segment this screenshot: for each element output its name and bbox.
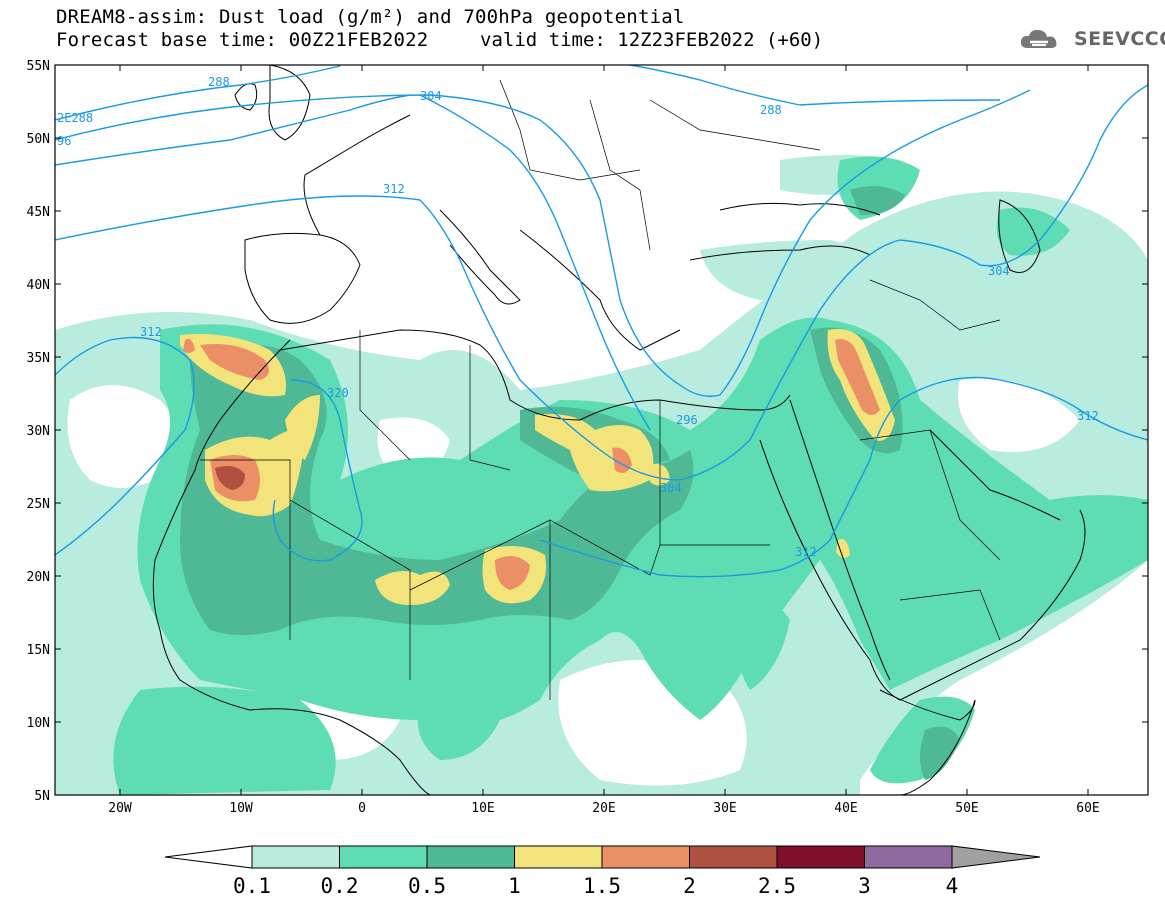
colorbar-under-triangle <box>164 845 253 869</box>
lon-label: 60E <box>1076 801 1099 816</box>
latitude-axis: 55N 50N 45N 40N 35N 30N 25N 20N 15N 10N 5N <box>27 59 1148 804</box>
contour-label: 288 <box>208 75 230 89</box>
colorbar-swatch <box>776 845 865 869</box>
lat-label: 5N <box>34 789 50 804</box>
lat-label: 45N <box>27 205 50 220</box>
colorbar-tick-label: 0.2 <box>321 874 359 898</box>
contour-label: 312 <box>795 545 817 559</box>
colorbar-over-triangle <box>951 845 1041 869</box>
forecast-base-time: Forecast base time: 00Z21FEB2022 <box>56 29 429 51</box>
contour-label: 2E288 <box>57 111 93 125</box>
colorbar-tick-label: 3 <box>858 874 871 898</box>
colorbar-tick-label: 0.5 <box>408 874 446 898</box>
contour-label: 304 <box>420 89 442 103</box>
colorbar-swatch <box>251 845 340 869</box>
seevccc-logo: SEEVCCC <box>1018 26 1165 52</box>
lat-label: 10N <box>27 716 50 731</box>
cloud-logo-icon <box>1020 29 1057 48</box>
colorbar-swatch <box>426 845 515 869</box>
lat-label: 15N <box>27 643 50 658</box>
dust-level-2 <box>215 466 245 490</box>
contour-label: 312 <box>140 325 162 339</box>
colorbar-tick-label: 2 <box>683 874 696 898</box>
colorbar-tick-label: 4 <box>946 874 959 898</box>
lat-label: 30N <box>27 424 50 439</box>
lon-label: 40E <box>834 801 857 816</box>
lat-label: 55N <box>27 59 50 74</box>
contour-label: 288 <box>760 103 782 117</box>
lat-label: 50N <box>27 132 50 147</box>
colorbar: 0.1 0.2 0.5 1 1.5 2 2.5 3 4 <box>164 845 1041 898</box>
contour-label: 320 <box>327 386 349 400</box>
lat-label: 40N <box>27 278 50 293</box>
colorbar-tick-label: 1.5 <box>583 874 621 898</box>
colorbar-swatch <box>601 845 690 869</box>
contour-label: 296 <box>676 413 698 427</box>
valid-time: valid time: 12Z23FEB2022 (+60) <box>480 29 824 51</box>
lon-label: 50E <box>955 801 978 816</box>
colorbar-swatch <box>689 845 778 869</box>
lon-label: 0 <box>358 801 366 816</box>
lon-label: 30E <box>713 801 736 816</box>
contour-label: 312 <box>383 182 405 196</box>
lon-label: 20E <box>592 801 615 816</box>
colorbar-swatch <box>514 845 603 869</box>
coastlines <box>152 65 1086 795</box>
lon-label: 10E <box>471 801 494 816</box>
logo-text: SEEVCCC <box>1074 28 1165 50</box>
colorbar-tick-label: 1 <box>508 874 521 898</box>
colorbar-swatch <box>339 845 428 869</box>
contour-label: 304 <box>988 264 1010 278</box>
lon-label: 10W <box>229 801 253 816</box>
contour-label: 96 <box>57 134 71 148</box>
longitude-axis: 20W 10W 0 10E 20E 30E 40E 50E 60E <box>108 65 1100 816</box>
lat-label: 35N <box>27 351 50 366</box>
title-line-1: DREAM8-assim: Dust load (g/m²) and 700hP… <box>56 6 685 28</box>
lat-label: 25N <box>27 497 50 512</box>
lat-label: 20N <box>27 570 50 585</box>
colorbar-tick-label: 0.1 <box>233 874 271 898</box>
lon-label: 20W <box>108 801 132 816</box>
map-field <box>55 65 1148 795</box>
contour-label: 312 <box>1077 409 1099 423</box>
geopotential-contours <box>55 65 1148 578</box>
colorbar-swatch <box>864 845 953 869</box>
contour-label: 304 <box>660 481 682 495</box>
colorbar-tick-label: 2.5 <box>758 874 796 898</box>
